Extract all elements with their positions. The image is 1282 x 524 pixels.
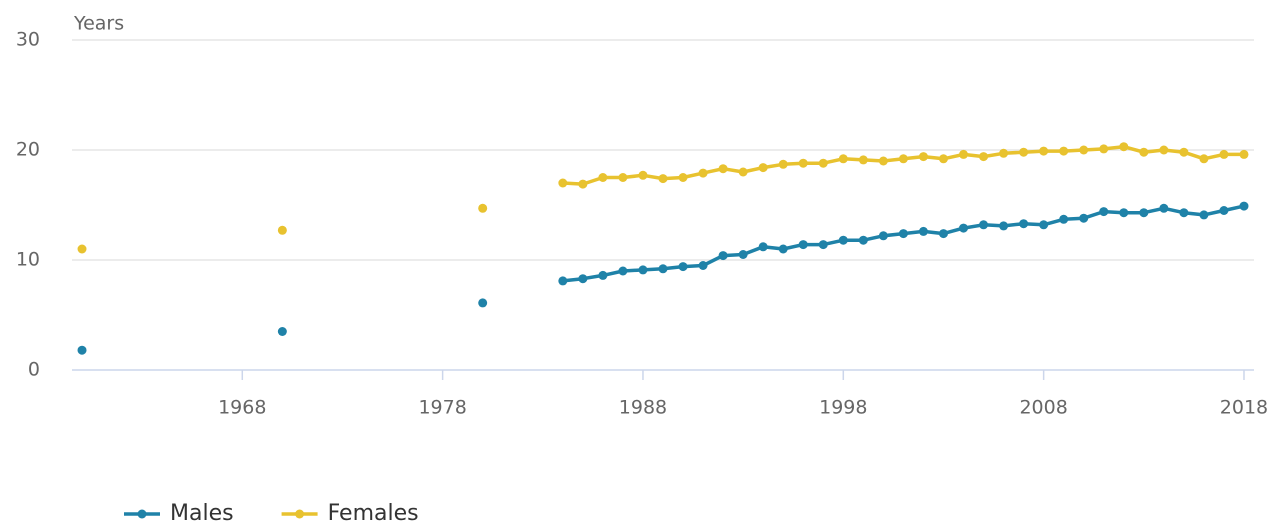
data-point xyxy=(979,220,989,230)
data-point xyxy=(979,152,989,162)
data-point xyxy=(598,173,608,182)
data-point xyxy=(1199,210,1209,220)
data-point xyxy=(1199,154,1209,164)
data-point xyxy=(598,270,608,280)
data-point xyxy=(1139,147,1149,157)
data-point xyxy=(1119,208,1129,218)
data-point xyxy=(878,156,888,166)
data-point xyxy=(558,178,568,188)
data-point xyxy=(658,264,668,274)
data-point xyxy=(838,154,848,164)
data-point xyxy=(858,235,868,245)
data-point xyxy=(678,262,688,272)
data-point xyxy=(658,174,668,184)
data-point xyxy=(1159,145,1169,155)
data-point xyxy=(898,229,908,239)
x-tick-label: 1998 xyxy=(819,397,867,419)
data-point xyxy=(818,240,828,250)
x-tick-label: 1978 xyxy=(418,397,466,419)
data-point xyxy=(578,274,588,284)
data-point xyxy=(1099,144,1109,154)
data-point xyxy=(1119,142,1129,152)
data-point xyxy=(918,152,928,162)
data-point xyxy=(1099,207,1109,217)
data-point xyxy=(698,168,708,178)
data-point xyxy=(959,223,969,233)
data-point xyxy=(778,159,788,169)
data-point xyxy=(478,203,488,213)
data-point xyxy=(578,179,588,189)
data-point xyxy=(1239,201,1249,211)
y-tick-label: 20 xyxy=(16,139,40,161)
data-point xyxy=(999,221,1009,231)
data-point xyxy=(778,244,788,254)
data-point xyxy=(1059,214,1069,224)
data-point xyxy=(1019,219,1029,229)
data-point xyxy=(718,164,728,174)
data-point xyxy=(818,158,828,168)
x-tick-label: 1968 xyxy=(218,397,266,419)
data-point xyxy=(638,265,648,275)
data-point xyxy=(999,148,1009,158)
data-point xyxy=(1239,149,1249,159)
data-point xyxy=(77,345,87,355)
data-point xyxy=(618,266,628,276)
data-point xyxy=(758,163,768,173)
data-point xyxy=(798,158,808,168)
data-point xyxy=(1039,146,1049,156)
x-tick-label: 1988 xyxy=(619,397,667,419)
data-point xyxy=(638,170,648,180)
data-point xyxy=(1179,147,1189,157)
data-point xyxy=(1039,220,1049,230)
data-point xyxy=(1219,149,1229,159)
data-point xyxy=(558,276,568,286)
data-point xyxy=(858,155,868,165)
data-point xyxy=(758,242,768,252)
data-point xyxy=(959,149,969,159)
legend-label: Females xyxy=(328,501,419,524)
data-point xyxy=(1139,208,1149,218)
y-tick-label: 10 xyxy=(16,249,40,271)
data-point xyxy=(277,225,287,235)
x-tick-label: 2008 xyxy=(1019,397,1067,419)
data-point xyxy=(678,173,688,182)
data-point xyxy=(1059,146,1069,156)
data-point xyxy=(1159,203,1169,213)
data-point xyxy=(918,226,928,236)
x-tick-label: 2018 xyxy=(1220,397,1268,419)
y-tick-label: 0 xyxy=(28,359,40,381)
data-point xyxy=(878,231,888,241)
data-point xyxy=(898,154,908,164)
data-point xyxy=(618,173,628,182)
legend-symbol-dot xyxy=(137,509,147,519)
data-point xyxy=(838,235,848,245)
y-tick-label: 30 xyxy=(16,29,40,51)
data-point xyxy=(938,229,948,239)
data-point xyxy=(478,298,488,308)
legend-label: Males xyxy=(170,501,234,524)
data-point xyxy=(277,327,287,336)
y-axis-label: Years xyxy=(73,13,124,35)
data-point xyxy=(1079,145,1089,155)
data-point xyxy=(738,250,748,259)
data-point xyxy=(1219,206,1229,215)
data-point xyxy=(1179,208,1189,218)
data-point xyxy=(938,154,948,164)
data-point xyxy=(798,240,808,250)
legend-symbol-dot xyxy=(295,509,305,519)
data-point xyxy=(718,251,728,261)
data-point xyxy=(77,244,87,254)
data-point xyxy=(698,261,708,270)
data-point xyxy=(1019,147,1029,157)
data-point xyxy=(1079,213,1089,223)
data-point xyxy=(738,167,748,177)
